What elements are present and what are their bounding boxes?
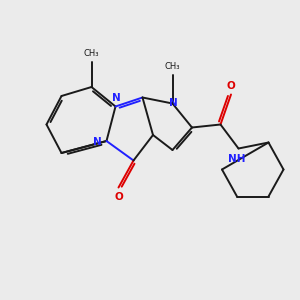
Text: CH₃: CH₃ [165, 62, 180, 71]
Text: NH: NH [228, 154, 246, 164]
Text: O: O [114, 192, 123, 202]
Text: N: N [112, 93, 121, 103]
Text: N: N [93, 136, 102, 147]
Text: N: N [169, 98, 178, 109]
Text: CH₃: CH₃ [84, 49, 99, 58]
Text: O: O [226, 81, 236, 91]
